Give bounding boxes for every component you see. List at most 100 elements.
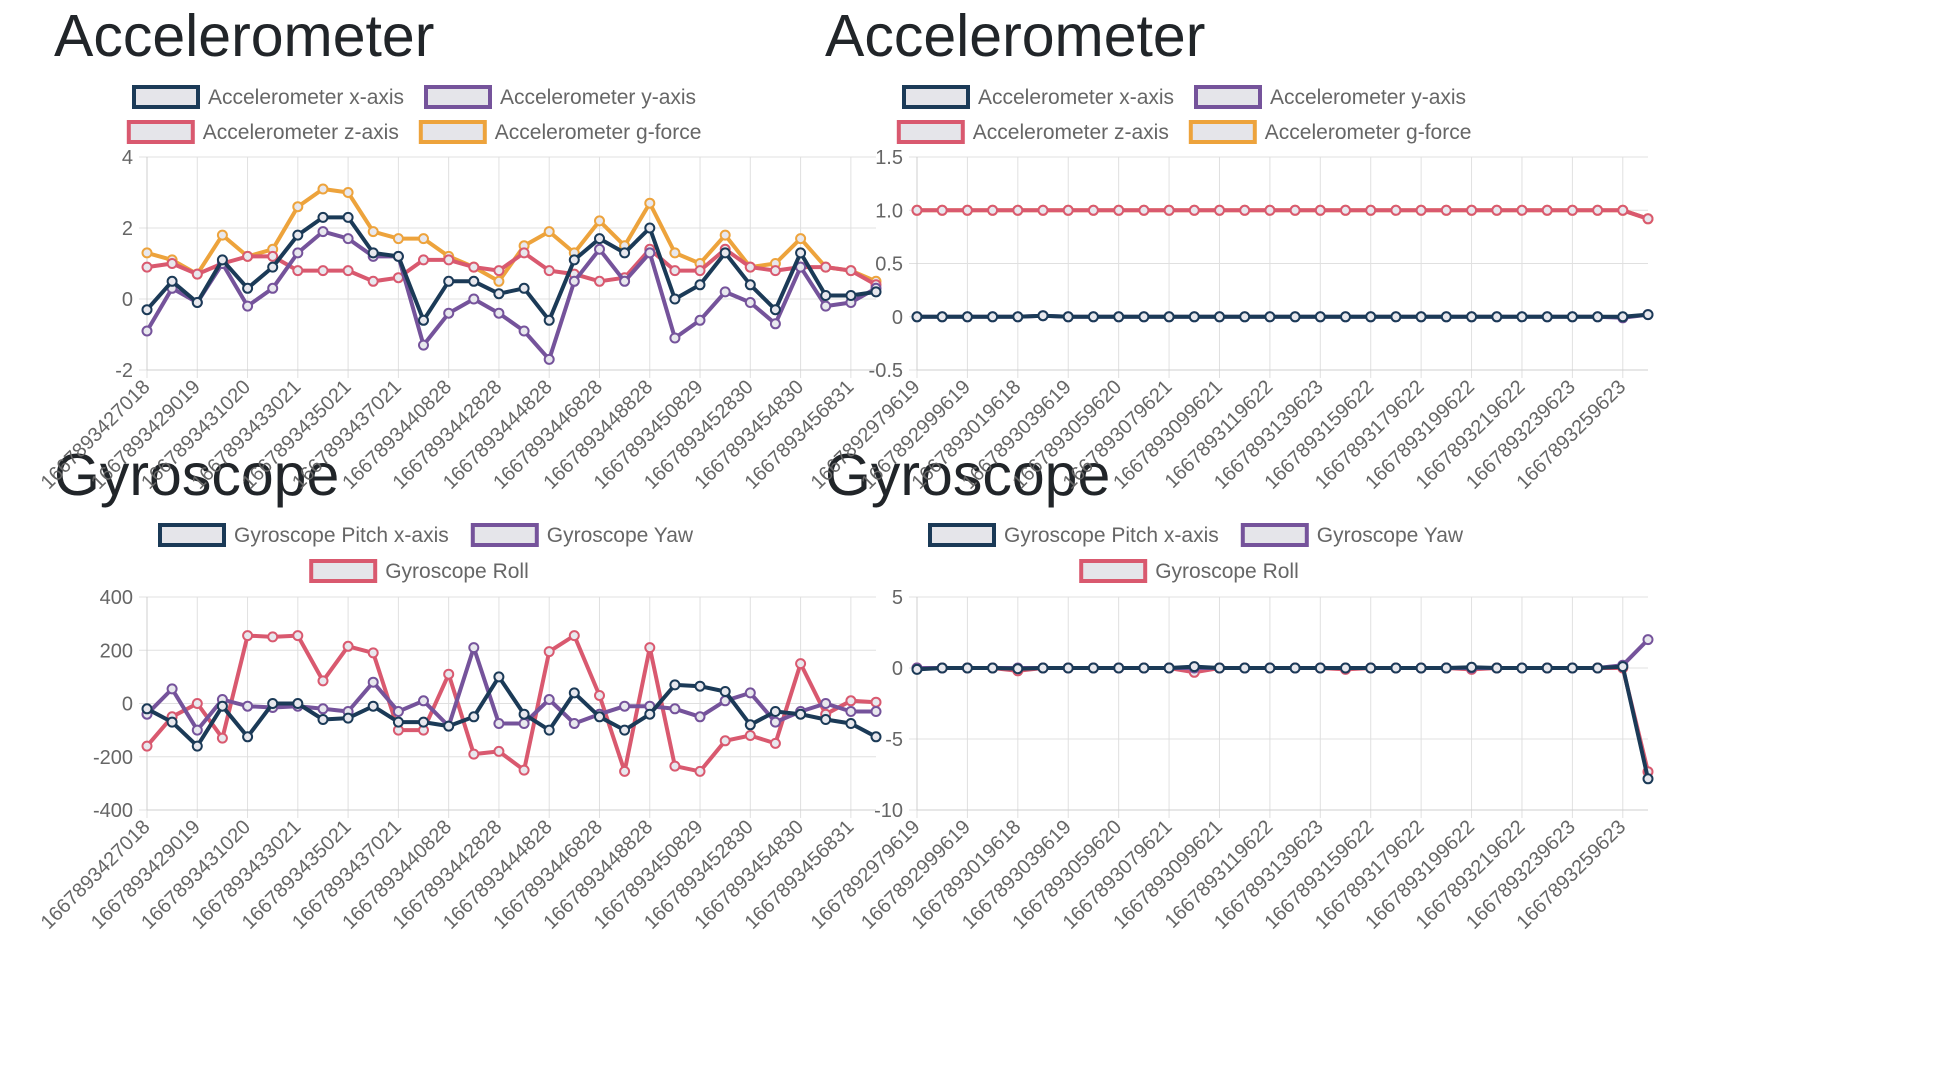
data-point[interactable] [493, 307, 505, 319]
data-point[interactable] [845, 265, 857, 277]
data-point[interactable] [769, 737, 781, 749]
data-point[interactable] [1264, 204, 1276, 216]
data-point[interactable] [242, 282, 254, 294]
data-point[interactable] [317, 714, 329, 725]
data-point[interactable] [1415, 204, 1427, 216]
data-point[interactable] [392, 233, 404, 245]
data-point[interactable] [820, 261, 832, 273]
data-point[interactable] [267, 282, 279, 294]
data-point[interactable] [1415, 311, 1427, 323]
data-point[interactable] [342, 265, 354, 277]
data-point[interactable] [141, 304, 153, 316]
legend-swatch[interactable] [1194, 85, 1262, 109]
data-point[interactable] [769, 706, 781, 717]
legend-label[interactable]: Accelerometer z-axis [203, 121, 399, 144]
data-point[interactable] [141, 247, 153, 259]
data-point[interactable] [719, 686, 731, 697]
data-point[interactable] [1163, 204, 1175, 216]
data-point[interactable] [1466, 661, 1478, 673]
data-point[interactable] [1340, 204, 1351, 216]
data-point[interactable] [961, 311, 973, 323]
data-point[interactable] [493, 265, 505, 277]
data-point[interactable] [619, 700, 631, 712]
data-point[interactable] [543, 226, 555, 238]
data-point[interactable] [1113, 204, 1125, 216]
data-point[interactable] [961, 662, 973, 674]
data-point[interactable] [367, 247, 379, 259]
data-point[interactable] [191, 740, 203, 752]
legend-label[interactable]: Accelerometer y-axis [500, 86, 696, 109]
legend-label[interactable]: Accelerometer y-axis [1270, 86, 1466, 109]
data-point[interactable] [1314, 204, 1326, 216]
data-point[interactable] [166, 683, 178, 695]
data-point[interactable] [769, 265, 781, 277]
data-point[interactable] [443, 275, 455, 287]
data-point[interactable] [1314, 311, 1326, 323]
data-point[interactable] [1087, 311, 1099, 323]
data-point[interactable] [468, 642, 480, 654]
data-point[interactable] [744, 730, 756, 741]
data-point[interactable] [242, 630, 254, 642]
data-point[interactable] [769, 716, 781, 728]
data-point[interactable] [744, 297, 756, 308]
data-point[interactable] [1264, 662, 1276, 674]
data-point[interactable] [1541, 311, 1553, 323]
data-point[interactable] [1516, 204, 1528, 216]
data-point[interactable] [1491, 204, 1503, 216]
data-point[interactable] [518, 247, 530, 259]
data-point[interactable] [141, 703, 153, 715]
data-point[interactable] [493, 718, 505, 729]
data-point[interactable] [694, 265, 706, 277]
data-point[interactable] [518, 282, 530, 294]
data-point[interactable] [317, 703, 329, 715]
data-point[interactable] [1592, 204, 1604, 216]
data-point[interactable] [267, 250, 279, 262]
data-point[interactable] [694, 279, 706, 291]
data-point[interactable] [1113, 311, 1125, 323]
legend-swatch[interactable] [132, 85, 200, 109]
data-point[interactable] [317, 183, 329, 195]
data-point[interactable] [820, 714, 832, 725]
data-point[interactable] [870, 706, 882, 717]
data-point[interactable] [166, 716, 178, 728]
data-point[interactable] [242, 300, 254, 312]
data-point[interactable] [1188, 661, 1200, 673]
data-point[interactable] [191, 724, 203, 736]
data-point[interactable] [1289, 311, 1301, 323]
data-point[interactable] [518, 764, 530, 776]
data-point[interactable] [644, 708, 656, 720]
data-point[interactable] [342, 712, 354, 724]
data-point[interactable] [543, 694, 555, 705]
data-point[interactable] [1541, 662, 1553, 674]
data-point[interactable] [594, 275, 605, 287]
data-point[interactable] [744, 687, 756, 699]
data-point[interactable] [744, 719, 756, 731]
data-point[interactable] [694, 314, 706, 326]
data-point[interactable] [1566, 204, 1578, 216]
data-point[interactable] [694, 711, 706, 723]
data-point[interactable] [1642, 309, 1654, 321]
data-point[interactable] [443, 307, 455, 319]
data-point[interactable] [242, 731, 254, 743]
data-point[interactable] [820, 698, 832, 709]
data-point[interactable] [845, 718, 857, 729]
data-point[interactable] [845, 706, 857, 717]
data-point[interactable] [1138, 311, 1150, 323]
data-point[interactable] [292, 698, 304, 709]
data-point[interactable] [795, 247, 807, 259]
data-point[interactable] [870, 731, 882, 743]
data-point[interactable] [936, 311, 948, 323]
data-point[interactable] [594, 711, 605, 723]
data-point[interactable] [1642, 773, 1654, 785]
data-point[interactable] [292, 201, 304, 213]
data-point[interactable] [191, 268, 203, 280]
data-point[interactable] [568, 275, 580, 287]
data-point[interactable] [418, 254, 429, 266]
data-point[interactable] [468, 711, 480, 723]
data-point[interactable] [1264, 311, 1276, 323]
data-point[interactable] [1390, 662, 1402, 674]
data-point[interactable] [216, 229, 228, 241]
data-point[interactable] [1214, 311, 1225, 323]
legend-swatch[interactable] [424, 85, 492, 109]
data-point[interactable] [392, 716, 404, 728]
